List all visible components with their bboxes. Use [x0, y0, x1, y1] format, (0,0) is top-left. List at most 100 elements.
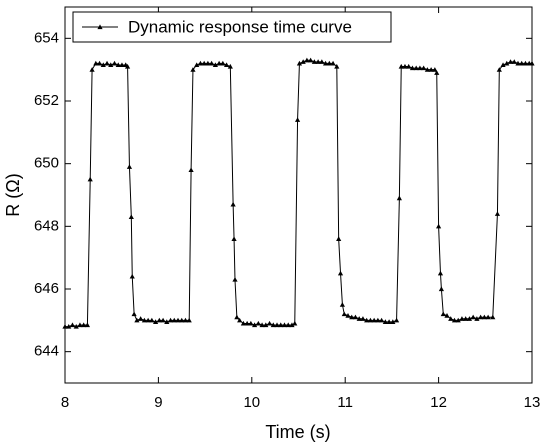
data-point	[417, 65, 423, 71]
data-point	[360, 316, 366, 321]
data-point	[100, 62, 106, 68]
y-tick-label: 648	[34, 217, 59, 234]
data-point	[436, 223, 442, 229]
data-point	[149, 317, 155, 323]
data-point	[205, 60, 211, 66]
data-point	[440, 311, 446, 317]
data-point	[396, 195, 402, 201]
data-point	[432, 67, 438, 72]
data-point	[62, 324, 68, 329]
data-point	[190, 67, 196, 72]
data-point	[182, 317, 189, 323]
data-point	[334, 63, 340, 69]
data-point	[515, 60, 521, 66]
data-point	[336, 236, 342, 241]
legend: Dynamic response time curve	[72, 11, 392, 43]
data-point	[128, 214, 134, 220]
data-point	[485, 314, 491, 320]
data-point	[274, 322, 280, 328]
y-tick-label: 652	[34, 92, 59, 109]
data-point	[490, 314, 496, 320]
data-point	[186, 317, 192, 323]
data-point	[129, 273, 135, 279]
data-point	[326, 60, 332, 66]
data-point	[66, 324, 72, 329]
data-point	[409, 65, 416, 71]
data-point	[337, 270, 344, 276]
data-point	[194, 62, 200, 68]
data-line	[65, 59, 532, 328]
data-point	[248, 320, 254, 326]
data-point	[255, 320, 261, 326]
data-point	[519, 60, 525, 66]
data-point	[455, 317, 461, 323]
data-point	[451, 317, 458, 323]
legend-marker	[97, 24, 103, 30]
x-tick-label: 8	[61, 394, 69, 411]
data-point	[438, 286, 445, 292]
data-point	[73, 324, 79, 329]
data-point	[93, 60, 99, 66]
data-point	[266, 320, 273, 326]
data-point	[179, 317, 185, 323]
data-point	[345, 313, 351, 318]
data-point	[382, 319, 388, 324]
data-point	[386, 319, 392, 324]
data-point	[393, 317, 400, 323]
y-tick-label: 644	[34, 343, 59, 360]
data-point	[294, 117, 301, 122]
x-tick-label: 12	[430, 394, 447, 411]
data-point	[234, 314, 240, 320]
data-point	[311, 59, 317, 64]
data-point	[296, 60, 303, 66]
data-point	[141, 317, 147, 323]
data-point	[156, 317, 162, 323]
data-point	[252, 322, 258, 328]
data-point	[188, 167, 194, 173]
data-point	[474, 316, 480, 321]
data-point	[434, 70, 440, 75]
data-point	[232, 277, 238, 282]
x-tick-label: 9	[154, 394, 162, 411]
data-point	[77, 322, 83, 328]
data-point	[402, 63, 408, 69]
data-point	[197, 60, 204, 66]
data-point	[390, 319, 396, 324]
data-point	[230, 201, 236, 207]
data-point	[424, 67, 430, 72]
data-point	[285, 322, 291, 328]
data-point	[507, 59, 514, 64]
data-point	[308, 57, 314, 63]
data-point	[478, 314, 484, 320]
y-axis-title: R (Ω)	[3, 173, 23, 216]
data-point	[300, 59, 306, 64]
data-point	[81, 322, 87, 328]
data-point	[470, 314, 476, 320]
data-point	[463, 316, 469, 321]
data-point	[263, 322, 269, 328]
data-point	[87, 176, 93, 182]
data-point	[171, 317, 177, 323]
data-point	[278, 322, 284, 328]
data-point	[341, 311, 347, 317]
data-point	[259, 322, 265, 328]
x-axis-title: Time (s)	[265, 422, 330, 442]
data-point	[164, 319, 170, 324]
data-point	[459, 316, 465, 321]
data-point	[339, 302, 345, 307]
data-point	[322, 60, 329, 66]
data-point	[89, 67, 95, 72]
y-tick-label: 654	[34, 29, 59, 46]
data-point	[413, 65, 419, 71]
data-point	[367, 317, 374, 323]
data-point	[529, 60, 535, 66]
data-point	[421, 65, 427, 71]
data-point	[349, 314, 355, 320]
data-point	[289, 322, 295, 328]
data-point	[494, 211, 501, 216]
data-point	[364, 317, 370, 323]
data-point	[406, 63, 412, 69]
data-point	[244, 320, 250, 326]
